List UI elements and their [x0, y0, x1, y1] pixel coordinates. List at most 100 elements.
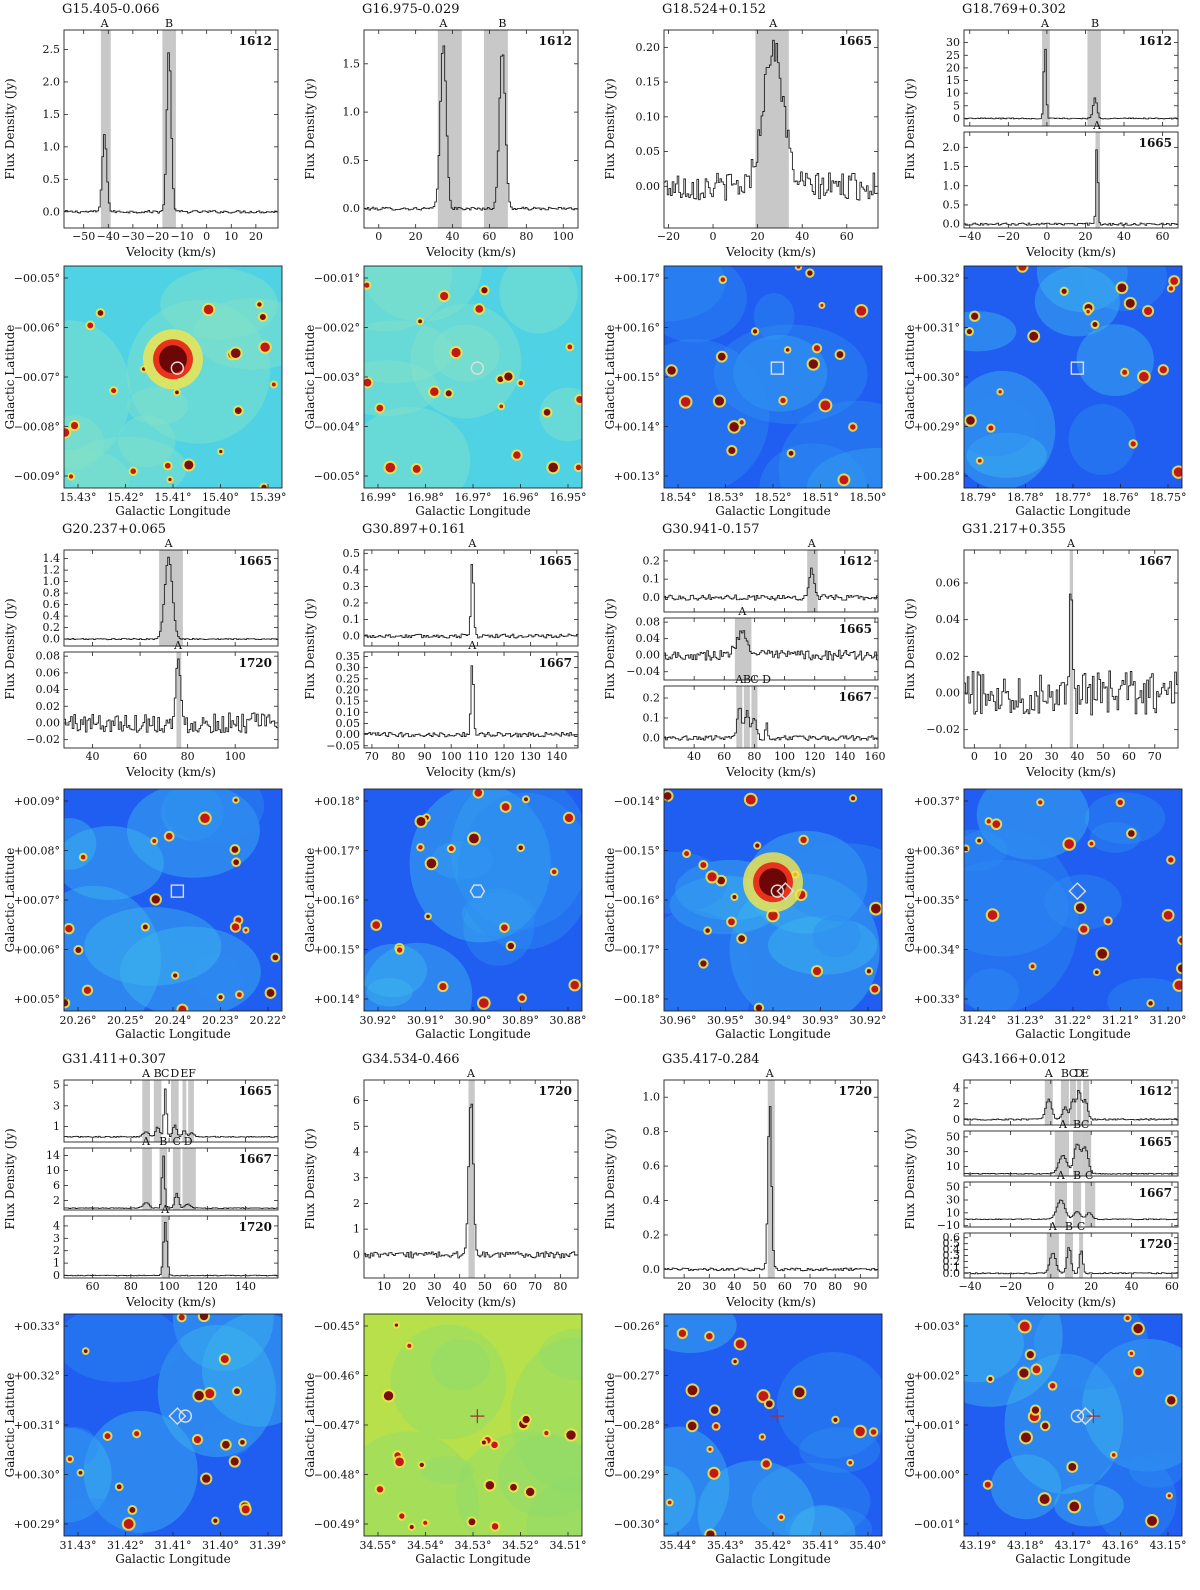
latitude-tick-label: +00.34° — [914, 944, 960, 957]
plot-frame — [363, 549, 579, 647]
y-tick-label: 20 — [946, 61, 960, 74]
y-tick-label: 0 — [953, 1113, 960, 1126]
latitude-tick-label: −00.01° — [314, 272, 360, 285]
y-axis-label: Galactic Latitude — [3, 1373, 17, 1478]
x-axis-label: Galactic Longitude — [115, 504, 230, 518]
x-tick-label: 10 — [993, 750, 1007, 763]
transition-label: 1612 — [239, 34, 272, 48]
longitude-tick-label: 30.91° — [407, 1014, 444, 1027]
x-tick-label: 90 — [853, 1280, 867, 1293]
latitude-tick-label: +00.08° — [14, 845, 60, 858]
y-tick-label: 0.06 — [36, 666, 61, 679]
transition-label: 1665 — [839, 622, 872, 636]
feature-label: B — [1065, 1220, 1073, 1233]
y-tick-label: 0.00 — [936, 687, 961, 700]
x-tick-label: 0 — [1043, 230, 1050, 243]
spectrum-panel: 0.0 0.5 1.0 1.5 0 20 40 60 80 100 1612 A B Velocity (… — [303, 17, 579, 259]
y-tick-label: 0.5 — [343, 547, 361, 560]
longitude-tick-label: 16.97° — [455, 491, 492, 504]
velocity-range-shade — [142, 1148, 152, 1210]
plot-frame — [63, 651, 279, 749]
velocity-range-shade — [736, 686, 743, 748]
y-tick-label: 5 — [53, 1079, 60, 1092]
transition-label: 1667 — [1139, 554, 1172, 568]
spectrum-line — [664, 1106, 878, 1272]
velocity-range-shade — [1064, 1233, 1074, 1278]
spectrum-line — [364, 665, 578, 738]
x-tick-label: −20 — [146, 230, 169, 243]
plot-frame — [363, 1079, 579, 1279]
x-tick-label: 40 — [1117, 230, 1131, 243]
transition-label: 1720 — [1139, 1237, 1172, 1251]
y-tick-label: 4 — [353, 1146, 360, 1159]
velocity-axis-label: Velocity (km/s) — [1025, 245, 1116, 259]
y-tick-label: 2 — [53, 1244, 60, 1257]
infrared-map-panel: +00.18° +00.17° +00.16° +00.15° +00.14°30.92… — [303, 788, 587, 1041]
feature-label: A — [1058, 1118, 1068, 1131]
x-tick-label: 20 — [1084, 1280, 1098, 1293]
y-tick-label: 1.0 — [943, 179, 961, 192]
x-tick-label: 20 — [409, 230, 423, 243]
transition-label: 1665 — [239, 1084, 272, 1098]
latitude-tick-label: −00.46° — [314, 1370, 360, 1383]
latitude-tick-label: −00.05° — [14, 272, 60, 285]
transition-label: 1612 — [539, 34, 572, 48]
plot-frame — [363, 651, 579, 749]
y-tick-label: 5 — [953, 99, 960, 112]
source-name: G34.534-0.466 — [362, 1052, 460, 1067]
spectrum-line — [664, 567, 878, 601]
y-tick-label: 1.2 — [43, 564, 61, 577]
y-tick-label: 0.30 — [336, 661, 361, 674]
y-tick-label: 10 — [46, 1164, 60, 1177]
x-tick-label: −20 — [657, 230, 680, 243]
y-axis-label: Galactic Latitude — [3, 325, 17, 430]
y-tick-label: 1.5 — [943, 160, 961, 173]
y-tick-label: 2.5 — [43, 43, 61, 56]
x-tick-label: −20 — [997, 230, 1020, 243]
transition-label: 1612 — [839, 554, 872, 568]
feature-label: C — [750, 673, 758, 686]
x-tick-label: 110 — [467, 750, 488, 763]
latitude-tick-label: −00.26° — [614, 1320, 660, 1333]
x-tick-label: 80 — [124, 1280, 138, 1293]
velocity-range-shade — [100, 30, 111, 228]
map-background — [664, 266, 882, 488]
plot-frame — [963, 1130, 1179, 1177]
y-tick-label: 1.5 — [43, 108, 61, 121]
y-tick-label: 0.2 — [643, 1228, 661, 1241]
longitude-tick-label: 34.55° — [360, 1539, 397, 1552]
map-background — [964, 1314, 1182, 1536]
y-tick-label: 1.5 — [343, 57, 361, 70]
latitude-tick-label: −00.02° — [314, 322, 360, 335]
x-tick-label: 20 — [402, 1280, 416, 1293]
longitude-tick-label: 34.51° — [550, 1539, 587, 1552]
y-tick-label: 0.2 — [343, 596, 361, 609]
velocity-axis-label: Velocity (km/s) — [1025, 1295, 1116, 1309]
longitude-tick-label: 34.54° — [407, 1539, 444, 1552]
latitude-tick-label: +00.32° — [14, 1370, 60, 1383]
y-tick-label: 0.0 — [43, 633, 61, 646]
feature-label: B — [165, 17, 173, 30]
maser-position-marker — [1076, 1407, 1095, 1426]
source-name: G20.237+0.065 — [62, 522, 166, 537]
longitude-tick-label: 20.24° — [155, 1014, 192, 1027]
spectrum-line — [64, 1088, 278, 1138]
maser-position-marker — [1086, 1409, 1101, 1424]
velocity-range-shade — [1073, 1182, 1082, 1227]
source-name: G43.166+0.012 — [962, 1052, 1066, 1067]
y-tick-label: 1.4 — [43, 552, 61, 565]
transition-label: 1665 — [539, 554, 572, 568]
spectrum-line — [964, 48, 1178, 120]
flux-axis-label: Flux Density (Jy) — [3, 78, 17, 179]
longitude-tick-label: 35.41° — [802, 1539, 839, 1552]
latitude-tick-label: −00.16° — [614, 894, 660, 907]
y-tick-label: 0.1 — [943, 1261, 961, 1274]
source-name: G16.975-0.029 — [362, 2, 460, 17]
transition-label: 1665 — [1139, 1135, 1172, 1149]
plot-frame — [963, 131, 1179, 229]
longitude-tick-label: 30.94° — [755, 1014, 792, 1027]
velocity-range-shade — [1087, 30, 1101, 126]
latitude-tick-label: −00.04° — [314, 421, 360, 434]
x-tick-label: 60 — [133, 750, 147, 763]
feature-label: B — [1073, 1118, 1081, 1131]
